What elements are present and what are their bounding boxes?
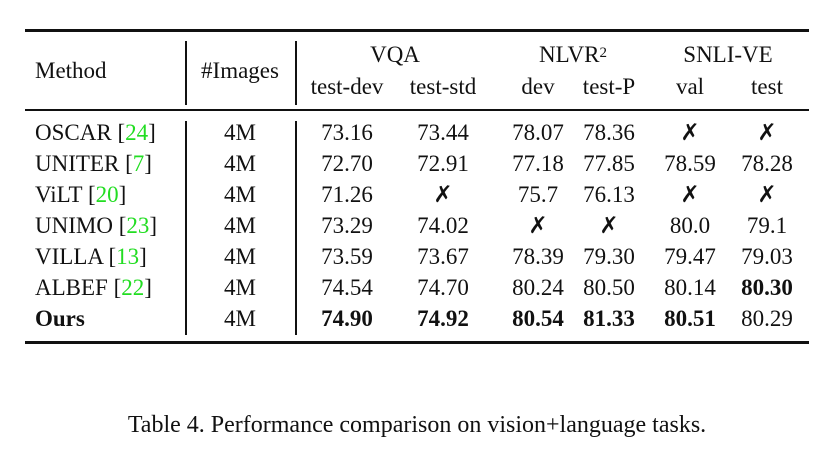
bottom-rule <box>25 341 809 344</box>
header-subcolumn: test-dev <box>310 74 384 99</box>
table-caption: Table 4. Performance comparison on visio… <box>127 412 707 438</box>
images-cell: 4M <box>224 151 256 176</box>
value-cell: 80.14 <box>664 275 716 300</box>
value-cell: 73.16 <box>321 120 373 145</box>
method-cell: ALBEF [22] <box>35 275 152 300</box>
cross-icon: ✗ <box>680 182 700 207</box>
images-cell: 4M <box>224 182 256 207</box>
value-cell: 79.47 <box>664 244 716 269</box>
images-cell: 4M <box>224 244 256 269</box>
value-cell: 75.7 <box>517 182 559 207</box>
method-name: UNITER <box>35 151 120 176</box>
value-cell: 80.0 <box>669 213 711 238</box>
value-cell: 73.44 <box>417 120 469 145</box>
citation-link[interactable]: 20 <box>95 182 119 207</box>
value-cell: 80.51 <box>664 306 716 331</box>
images-cell: 4M <box>224 213 256 238</box>
cross-icon: ✗ <box>528 213 548 238</box>
header-subcolumn: val <box>675 74 705 99</box>
value-cell: 78.07 <box>512 120 564 145</box>
value-cell: 79.03 <box>741 244 793 269</box>
header-images: #Images <box>201 58 279 83</box>
value-cell: 78.36 <box>583 120 635 145</box>
column-divider <box>295 121 297 335</box>
value-cell: 74.92 <box>417 306 469 331</box>
value-cell: 78.59 <box>664 151 716 176</box>
method-name: ALBEF <box>35 275 108 300</box>
value-cell: 74.54 <box>321 275 373 300</box>
images-cell: 4M <box>224 120 256 145</box>
value-cell: 78.39 <box>512 244 564 269</box>
column-divider <box>185 41 187 105</box>
cross-icon: ✗ <box>757 182 777 207</box>
method-cell: Ours <box>35 306 85 332</box>
header-subcolumn: test <box>751 74 783 99</box>
value-cell: 80.50 <box>583 275 635 300</box>
value-cell: 74.70 <box>417 275 469 300</box>
value-cell: 77.18 <box>512 151 564 176</box>
method-cell: ViLT [20] <box>35 182 127 207</box>
citation-link[interactable]: 24 <box>125 120 149 145</box>
value-cell: 80.30 <box>741 275 793 300</box>
citation-link[interactable]: 23 <box>126 213 150 238</box>
header-group-label: NLVR <box>539 42 600 67</box>
header-method: Method <box>35 58 107 83</box>
value-cell: 73.59 <box>321 244 373 269</box>
value-cell: 80.24 <box>512 275 564 300</box>
method-cell: UNITER [7] <box>35 151 152 176</box>
cross-icon: ✗ <box>433 182 453 207</box>
value-cell: 78.28 <box>741 151 793 176</box>
value-cell: 73.29 <box>321 213 373 238</box>
value-cell: 71.26 <box>321 182 373 207</box>
images-cell: 4M <box>224 306 256 331</box>
method-name: ViLT <box>35 182 83 207</box>
header-group-label: SNLI-VE <box>683 42 773 67</box>
method-name: VILLA <box>35 244 103 269</box>
value-cell: 79.1 <box>746 213 788 238</box>
value-cell: 74.90 <box>321 306 373 331</box>
value-cell: 72.70 <box>321 151 373 176</box>
column-divider <box>185 121 187 335</box>
value-cell: 76.13 <box>583 182 635 207</box>
value-cell: 72.91 <box>417 151 469 176</box>
header-subcolumn: test-P <box>582 74 636 99</box>
citation-link[interactable]: 13 <box>116 244 140 269</box>
value-cell: 73.67 <box>417 244 469 269</box>
column-divider <box>295 41 297 105</box>
mid-rule <box>25 109 809 111</box>
method-name: OSCAR <box>35 120 112 145</box>
header-group: SNLI-VE <box>683 42 772 68</box>
images-cell: 4M <box>224 275 256 300</box>
cross-icon: ✗ <box>757 120 777 145</box>
header-subcolumn: test-std <box>409 74 477 99</box>
header-group-label: VQA <box>370 42 420 67</box>
header-group: VQA <box>370 42 420 68</box>
method-name: Ours <box>35 306 85 331</box>
cross-icon: ✗ <box>680 120 700 145</box>
value-cell: 77.85 <box>583 151 635 176</box>
header-group: NLVR2 <box>539 42 607 68</box>
top-rule <box>25 29 809 32</box>
method-name: UNIMO <box>35 213 113 238</box>
method-cell: UNIMO [23] <box>35 213 158 238</box>
value-cell: 80.54 <box>512 306 564 331</box>
header-subcolumn: dev <box>521 74 555 99</box>
cross-icon: ✗ <box>599 213 619 238</box>
header-group-sup: 2 <box>599 45 608 61</box>
value-cell: 80.29 <box>741 306 793 331</box>
value-cell: 74.02 <box>417 213 469 238</box>
method-cell: OSCAR [24] <box>35 120 156 145</box>
value-cell: 81.33 <box>583 306 635 331</box>
citation-link[interactable]: 22 <box>121 275 145 300</box>
value-cell: 79.30 <box>583 244 635 269</box>
citation-link[interactable]: 7 <box>132 151 145 176</box>
method-cell: VILLA [13] <box>35 244 147 269</box>
